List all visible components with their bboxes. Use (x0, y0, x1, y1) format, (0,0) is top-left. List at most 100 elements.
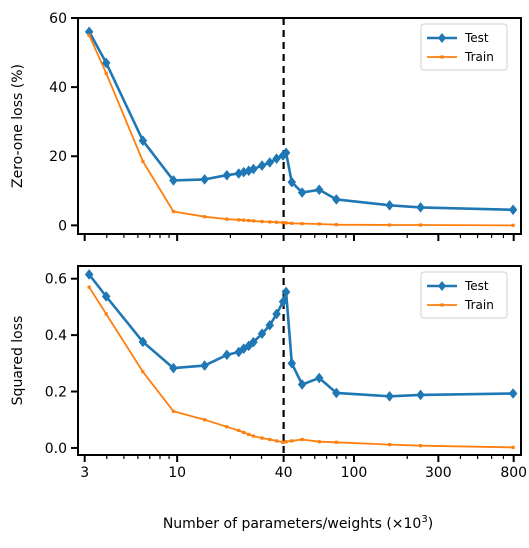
y-tick-label: 0.2 (45, 385, 67, 401)
train-point (284, 440, 288, 444)
legend-box (420, 23, 508, 71)
train-point (141, 159, 145, 164)
train-point (247, 432, 251, 437)
x-tick-label: 100 (341, 465, 368, 481)
train-point (334, 440, 338, 444)
test-point (169, 362, 178, 374)
test-point (508, 204, 518, 216)
x-tick-label: 3 (80, 465, 89, 481)
test-point (200, 360, 209, 371)
legend-marker (440, 55, 444, 59)
train-point (203, 418, 207, 422)
y-tick-label: 0 (58, 218, 67, 234)
train-point (104, 312, 108, 316)
squared-loss-panel: 0.0 0.2 0.4 0.6 3 10 40 100 300 800 Squared loss Te… (10, 265, 527, 481)
train-point (274, 439, 279, 443)
x-axis-label-prefix: Number of parameters/weights (×10 (163, 516, 422, 532)
train-point (251, 434, 256, 438)
legend-label: Train (464, 298, 494, 312)
train-point (242, 218, 246, 222)
test-point (287, 176, 297, 188)
train-point (242, 430, 246, 435)
test-point (272, 153, 281, 165)
test-point (101, 57, 111, 69)
test-point (281, 286, 291, 298)
train-point (418, 444, 423, 448)
test-point (416, 201, 425, 213)
train-point (281, 220, 285, 225)
test-point (297, 187, 307, 198)
train-point (247, 218, 251, 223)
train-point (141, 370, 145, 374)
train-point (281, 440, 285, 444)
test-point (138, 336, 148, 348)
test-point (281, 147, 291, 159)
legend-label: Train (464, 50, 494, 64)
train-point (260, 219, 264, 224)
train-point (418, 223, 423, 227)
train-point (171, 409, 176, 413)
test-point (222, 169, 232, 181)
train-point (268, 437, 272, 442)
test-point (385, 199, 394, 211)
test-point (169, 175, 178, 186)
legend-marker (440, 303, 444, 307)
test-point (257, 328, 267, 340)
test-point (287, 357, 297, 369)
test-series-line (88, 273, 514, 398)
test-point (416, 389, 425, 401)
train-point (203, 215, 207, 219)
test-point (249, 336, 258, 348)
train-point (104, 71, 108, 75)
legend-label: Test (464, 31, 489, 45)
test-point (257, 160, 267, 171)
legend-box (420, 271, 508, 319)
x-axis-label: Number of parameters/weights (×103) (163, 514, 433, 532)
y-tick-label: 0.6 (45, 272, 67, 288)
test-point (101, 291, 111, 302)
y-tick-label: 0.4 (45, 328, 67, 344)
test-point (297, 379, 307, 390)
legend-marker (438, 33, 446, 43)
train-point (225, 217, 229, 221)
x-axis-label-suffix: ) (428, 516, 433, 532)
train-point (300, 437, 304, 442)
test-point (332, 387, 341, 399)
train-point (237, 428, 241, 433)
test-point (332, 194, 341, 205)
y-tick-label: 20 (49, 149, 67, 165)
plot-frame (77, 17, 522, 235)
train-point (87, 285, 91, 289)
train-point (87, 33, 91, 37)
x-tick-label: 800 (500, 465, 527, 481)
test-point (84, 269, 94, 280)
train-point (225, 425, 229, 429)
plot-frame (77, 265, 522, 456)
train-point (317, 440, 321, 444)
train-point (317, 222, 321, 226)
y-tick-label: 0.0 (45, 441, 67, 457)
y-axis-label: Squared loss (10, 316, 26, 406)
test-point (222, 349, 232, 361)
test-point (265, 319, 275, 331)
train-point (237, 218, 241, 222)
zero-one-loss-panel: 0 20 40 60 Zero-one loss (%) Test Train (10, 11, 522, 241)
train-point (300, 222, 304, 226)
y-tick-label: 60 (49, 11, 67, 27)
test-point (314, 372, 324, 384)
train-point (274, 220, 279, 224)
test-point (385, 390, 394, 402)
train-point (290, 221, 294, 225)
train-point (511, 445, 515, 449)
train-point (260, 436, 264, 440)
test-point (508, 388, 518, 399)
train-point (268, 220, 272, 224)
x-axis-label-exponent: 3 (421, 514, 427, 525)
train-point (387, 442, 392, 447)
test-point (200, 173, 209, 185)
train-point (387, 223, 392, 227)
train-point (511, 223, 515, 227)
train-point (171, 209, 176, 214)
x-tick-label: 40 (275, 465, 293, 481)
test-point (265, 157, 275, 168)
